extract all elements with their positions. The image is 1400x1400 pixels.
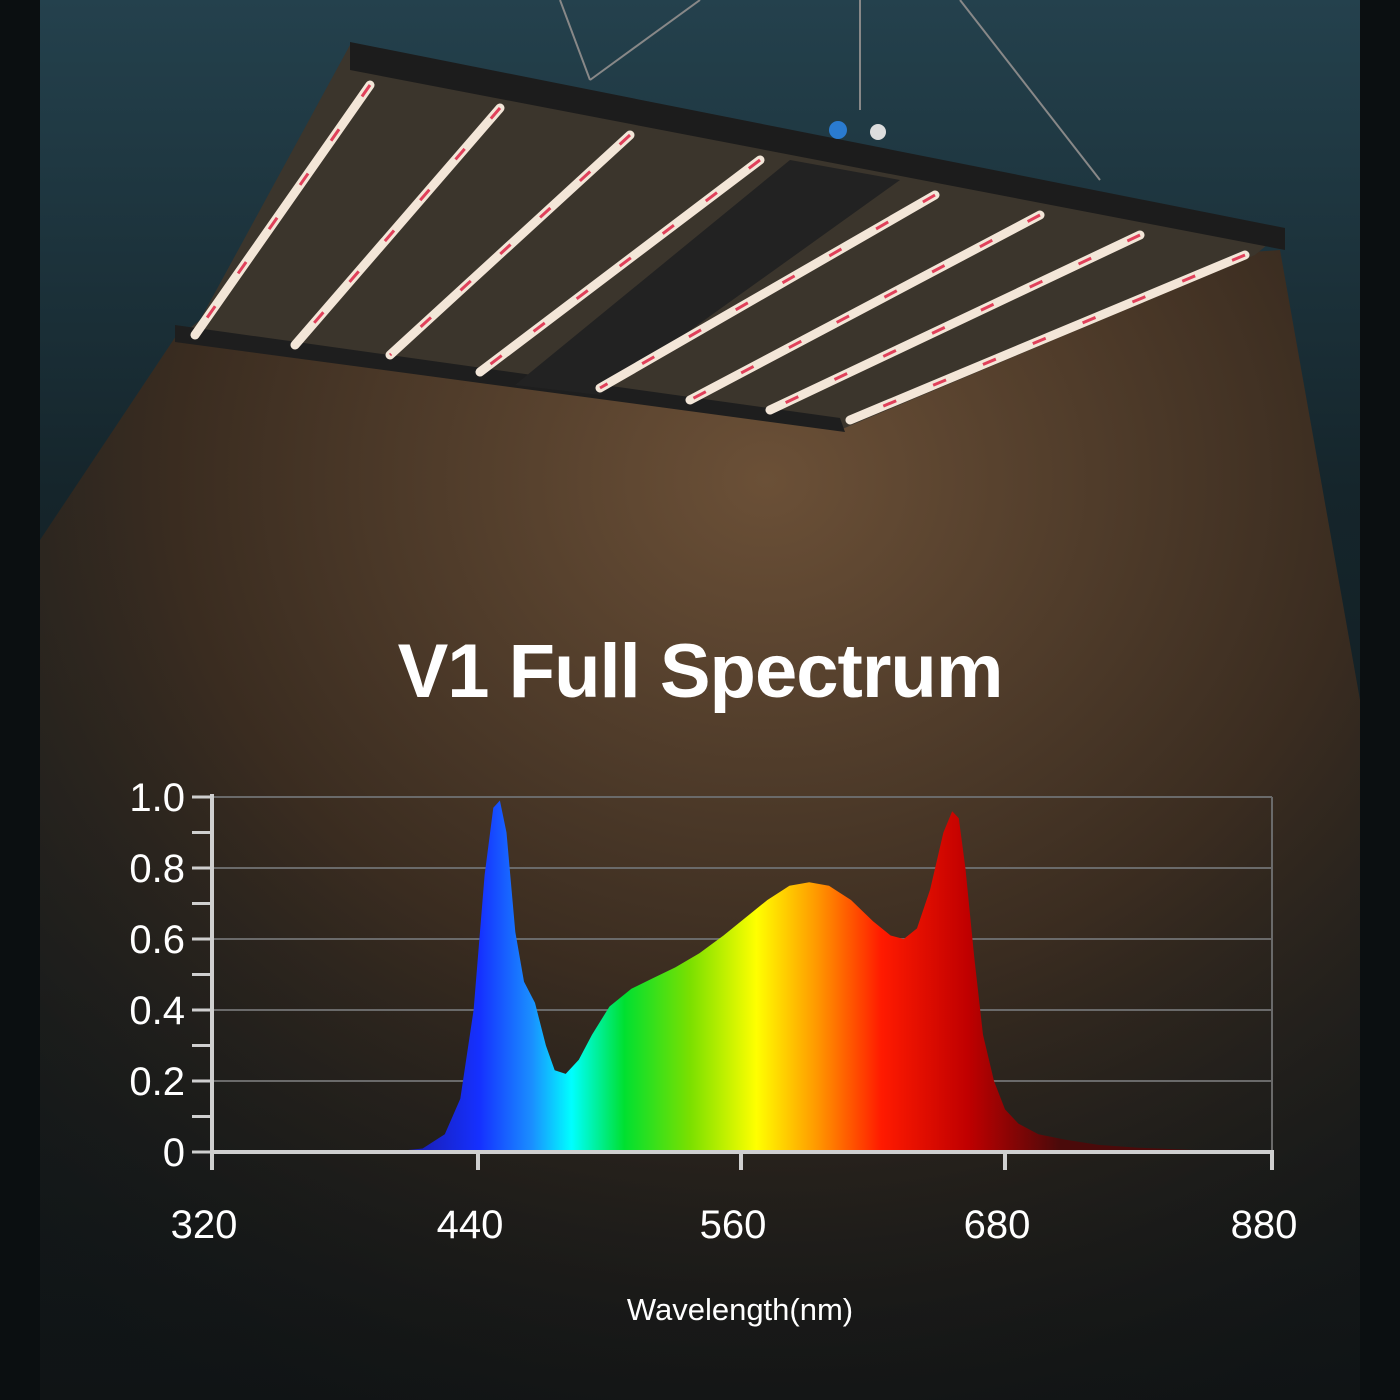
light-cone: [40, 250, 1360, 1400]
x-tick-label: 440: [437, 1203, 504, 1247]
headline: V1 Full Spectrum: [397, 629, 1004, 714]
x-tick-label: 680: [964, 1203, 1031, 1247]
y-tick-label: 0.8: [129, 847, 185, 891]
y-tick-label: 0.4: [129, 989, 185, 1033]
y-tick-label: 1.0: [129, 776, 185, 820]
x-tick-label: 320: [171, 1203, 238, 1247]
y-tick-label: 0: [163, 1131, 185, 1175]
x-tick-label: 880: [1231, 1203, 1298, 1247]
spectrum-area: [389, 800, 1246, 1152]
x-tick-label: 560: [700, 1203, 767, 1247]
y-tick-label: 0.6: [129, 918, 185, 962]
x-axis-label: Wavelength(nm): [627, 1292, 853, 1327]
grow-light-image: [175, 0, 1285, 432]
y-tick-label: 0.2: [129, 1060, 185, 1104]
